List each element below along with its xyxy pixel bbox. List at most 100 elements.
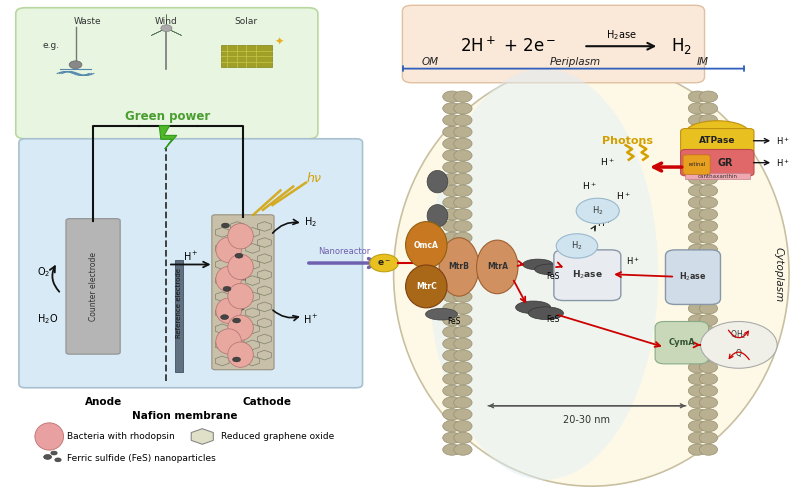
Circle shape xyxy=(442,115,461,126)
FancyBboxPatch shape xyxy=(16,8,318,139)
Text: ATPase: ATPase xyxy=(699,136,735,145)
Polygon shape xyxy=(151,28,166,35)
Circle shape xyxy=(688,244,706,255)
Circle shape xyxy=(161,25,172,31)
Text: H$^+$: H$^+$ xyxy=(182,250,198,263)
Circle shape xyxy=(454,338,472,349)
Circle shape xyxy=(442,409,461,420)
Circle shape xyxy=(442,291,461,302)
Circle shape xyxy=(55,458,61,462)
Text: canthaxanthin: canthaxanthin xyxy=(698,174,738,179)
Text: Cathode: Cathode xyxy=(242,397,291,407)
Ellipse shape xyxy=(216,298,242,323)
Polygon shape xyxy=(159,125,177,149)
Circle shape xyxy=(454,150,472,161)
Circle shape xyxy=(699,338,718,349)
Circle shape xyxy=(699,162,718,173)
Circle shape xyxy=(442,350,461,361)
Ellipse shape xyxy=(427,171,448,193)
Text: ✦: ✦ xyxy=(274,36,283,47)
Circle shape xyxy=(699,303,718,314)
Circle shape xyxy=(688,362,706,373)
Circle shape xyxy=(699,385,718,396)
Circle shape xyxy=(688,103,706,114)
Circle shape xyxy=(442,397,461,408)
Circle shape xyxy=(442,326,461,338)
Circle shape xyxy=(454,244,472,255)
Text: H$^+$: H$^+$ xyxy=(303,313,318,326)
Circle shape xyxy=(699,91,718,102)
Bar xyxy=(221,45,272,67)
Circle shape xyxy=(688,115,706,126)
Circle shape xyxy=(688,338,706,349)
Circle shape xyxy=(454,138,472,149)
Circle shape xyxy=(688,326,706,338)
Circle shape xyxy=(688,373,706,385)
Circle shape xyxy=(699,444,718,455)
Circle shape xyxy=(699,244,718,255)
Ellipse shape xyxy=(228,223,254,249)
Ellipse shape xyxy=(427,204,448,227)
Text: retinal: retinal xyxy=(688,162,705,167)
Text: Nafion membrane: Nafion membrane xyxy=(132,411,238,420)
Circle shape xyxy=(688,350,706,361)
Circle shape xyxy=(235,253,243,258)
Circle shape xyxy=(688,220,706,232)
Circle shape xyxy=(442,150,461,161)
Text: Wind: Wind xyxy=(155,17,178,26)
Text: Nanoreactor: Nanoreactor xyxy=(318,247,370,256)
Text: Periplasm: Periplasm xyxy=(550,57,601,67)
Circle shape xyxy=(699,103,718,114)
Text: H$^+$: H$^+$ xyxy=(600,156,614,168)
Text: 20-30 nm: 20-30 nm xyxy=(563,416,610,425)
Ellipse shape xyxy=(406,265,447,308)
Circle shape xyxy=(699,232,718,244)
FancyBboxPatch shape xyxy=(681,149,754,176)
Circle shape xyxy=(442,244,461,255)
Ellipse shape xyxy=(556,234,598,258)
Bar xyxy=(686,173,750,179)
Circle shape xyxy=(442,232,461,244)
Circle shape xyxy=(699,315,718,326)
Ellipse shape xyxy=(394,62,789,486)
Circle shape xyxy=(699,256,718,267)
Circle shape xyxy=(454,103,472,114)
Circle shape xyxy=(454,350,472,361)
Circle shape xyxy=(688,385,706,396)
FancyBboxPatch shape xyxy=(655,321,709,364)
Text: H$_2$: H$_2$ xyxy=(571,240,582,252)
Circle shape xyxy=(699,150,718,161)
Circle shape xyxy=(699,350,718,361)
Circle shape xyxy=(454,115,472,126)
Ellipse shape xyxy=(576,198,619,223)
Circle shape xyxy=(223,287,231,291)
Circle shape xyxy=(442,268,461,279)
Circle shape xyxy=(222,223,230,228)
Circle shape xyxy=(454,315,472,326)
Circle shape xyxy=(699,173,718,185)
Circle shape xyxy=(69,61,82,69)
Circle shape xyxy=(454,126,472,138)
Circle shape xyxy=(454,220,472,232)
Circle shape xyxy=(699,138,718,149)
FancyBboxPatch shape xyxy=(19,139,362,388)
Circle shape xyxy=(442,315,461,326)
Text: Reduced graphene oxide: Reduced graphene oxide xyxy=(221,432,334,441)
Text: O$_2$: O$_2$ xyxy=(37,265,50,279)
Circle shape xyxy=(454,420,472,432)
Circle shape xyxy=(454,409,472,420)
Circle shape xyxy=(221,315,229,319)
FancyBboxPatch shape xyxy=(66,219,120,354)
Ellipse shape xyxy=(216,329,242,354)
Text: H$^+$: H$^+$ xyxy=(616,191,630,202)
Circle shape xyxy=(454,432,472,443)
Text: H$^+$: H$^+$ xyxy=(626,255,640,267)
Circle shape xyxy=(454,326,472,338)
Circle shape xyxy=(454,209,472,220)
Circle shape xyxy=(454,173,472,185)
Ellipse shape xyxy=(406,221,447,269)
Ellipse shape xyxy=(216,237,242,263)
Circle shape xyxy=(442,444,461,455)
Circle shape xyxy=(699,268,718,279)
Circle shape xyxy=(454,397,472,408)
